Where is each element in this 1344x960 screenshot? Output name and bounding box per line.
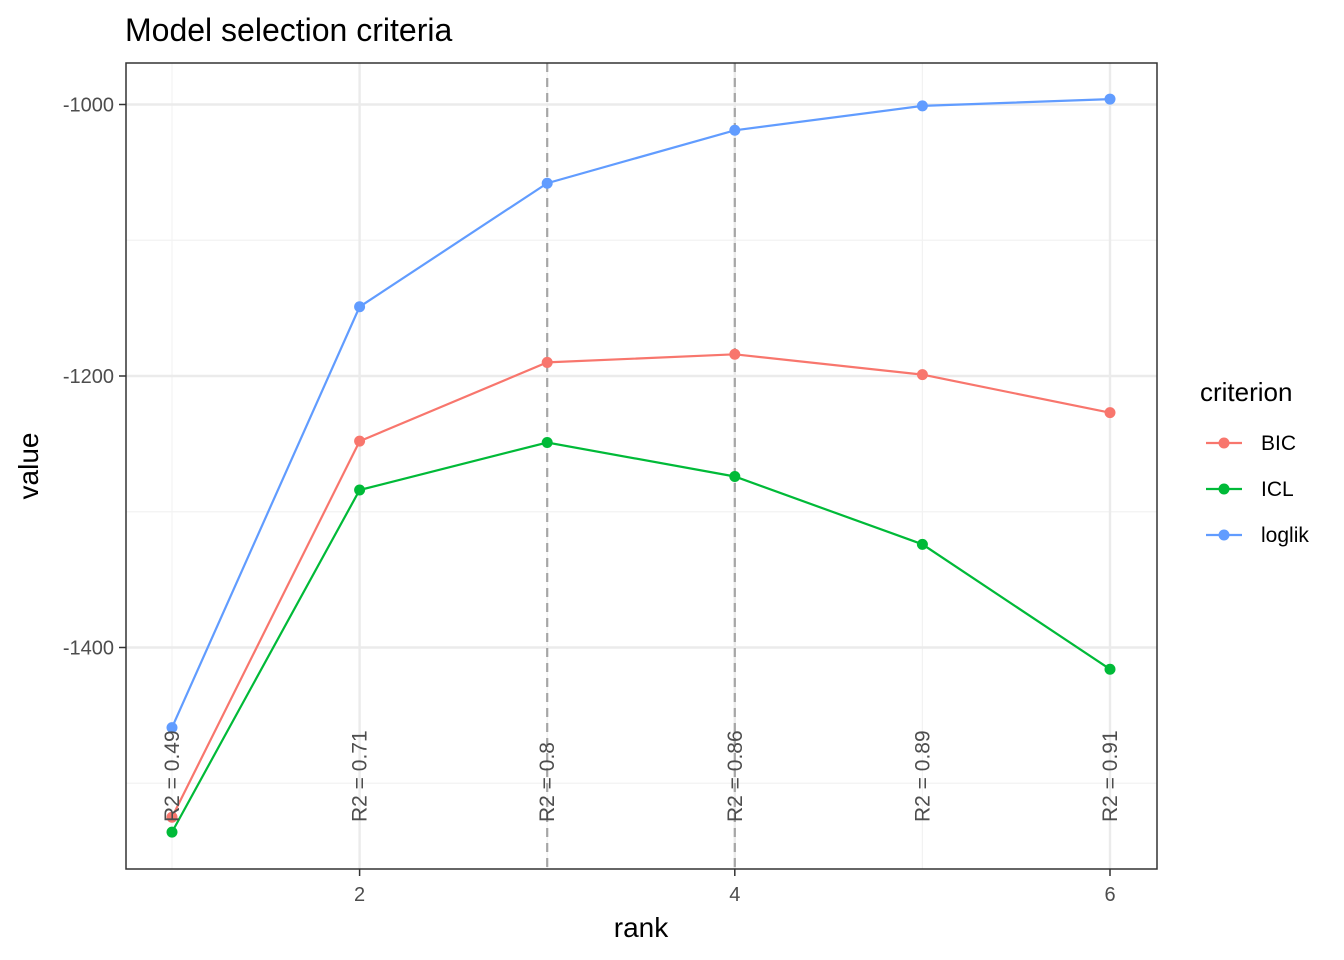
data-point-icl — [916, 538, 928, 550]
x-tick-label: 2 — [354, 884, 365, 906]
legend-label-loglik: loglik — [1261, 524, 1309, 547]
vline-layer — [546, 63, 736, 869]
legend-label-icl: ICL — [1261, 478, 1294, 501]
r2-annotation: R2 = 0.86 — [724, 730, 747, 822]
y-tick-label: -1200 — [63, 366, 114, 388]
legend-key-point-bic — [1218, 437, 1230, 449]
series-line-loglik — [170, 98, 1111, 729]
r2-annotation: R2 = 0.8 — [536, 742, 559, 822]
data-point-loglik — [166, 722, 178, 734]
annotation-layer: R2 = 0.49 R2 = 0.71 R2 = 0.8 R2 = 0.86 R2 = … — [161, 730, 1122, 822]
legend-label-bic: BIC — [1261, 432, 1296, 455]
data-point-loglik — [1104, 93, 1116, 105]
r2-annotation: R2 = 0.71 — [349, 730, 372, 822]
data-point-bic — [166, 811, 178, 823]
y-tick-label: -1000 — [63, 95, 114, 117]
data-point-icl — [1104, 663, 1116, 675]
series-layer — [166, 93, 1116, 838]
data-point-icl — [541, 437, 553, 449]
grid-layer — [126, 63, 1157, 869]
data-point-bic — [354, 435, 366, 447]
r2-annotation: R2 = 0.89 — [911, 730, 934, 822]
data-point-bic — [1104, 407, 1116, 419]
data-point-bic — [541, 356, 553, 368]
data-point-icl — [354, 484, 366, 496]
r2-annotation: R2 = 0.49 — [161, 730, 184, 822]
y-axis-title: value — [13, 433, 44, 500]
data-point-loglik — [354, 301, 366, 313]
legend-title: criterion — [1200, 377, 1292, 407]
x-tick-label: 4 — [729, 884, 740, 906]
legend-items: BIC ICL loglik — [1206, 432, 1309, 547]
x-axis-title: rank — [614, 912, 669, 943]
legend-key-point-icl — [1218, 483, 1230, 495]
data-point-loglik — [916, 100, 928, 112]
series-line-icl — [171, 441, 1111, 833]
series-line-bic — [171, 353, 1111, 818]
data-point-loglik — [729, 124, 741, 136]
chart-title: Model selection criteria — [125, 12, 452, 48]
data-point-bic — [916, 369, 928, 381]
legend-key-point-loglik — [1218, 529, 1230, 541]
data-point-loglik — [541, 177, 553, 189]
legend: criterion BIC ICL loglik — [1200, 377, 1309, 547]
r2-annotation: R2 = 0.91 — [1099, 730, 1122, 822]
x-tick-label: 6 — [1104, 884, 1115, 906]
plot-panel-border — [125, 62, 1158, 870]
data-point-icl — [166, 826, 178, 838]
axis-layer: 2 4 6 -1000 -1200 -1400 — [63, 95, 1116, 907]
data-point-bic — [729, 348, 741, 360]
y-tick-label: -1400 — [63, 638, 114, 660]
data-point-icl — [729, 470, 741, 482]
